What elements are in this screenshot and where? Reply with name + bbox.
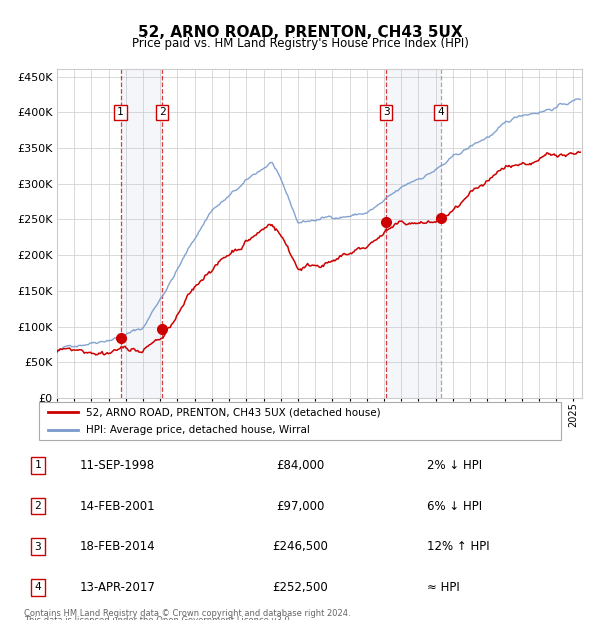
Text: 13-APR-2017: 13-APR-2017 — [79, 581, 155, 594]
Text: 2% ↓ HPI: 2% ↓ HPI — [427, 459, 482, 472]
Text: ≈ HPI: ≈ HPI — [427, 581, 460, 594]
Text: £97,000: £97,000 — [276, 500, 324, 513]
Text: 12% ↑ HPI: 12% ↑ HPI — [427, 540, 490, 553]
Text: HPI: Average price, detached house, Wirral: HPI: Average price, detached house, Wirr… — [86, 425, 310, 435]
Text: 4: 4 — [34, 582, 41, 592]
FancyBboxPatch shape — [39, 402, 561, 440]
Text: 6% ↓ HPI: 6% ↓ HPI — [427, 500, 482, 513]
Text: 14-FEB-2001: 14-FEB-2001 — [79, 500, 155, 513]
Text: 1: 1 — [34, 461, 41, 471]
Text: £246,500: £246,500 — [272, 540, 328, 553]
Bar — [121, 69, 163, 398]
Text: 18-FEB-2014: 18-FEB-2014 — [79, 540, 155, 553]
Text: 3: 3 — [383, 107, 389, 117]
Text: 11-SEP-1998: 11-SEP-1998 — [79, 459, 154, 472]
Text: £84,000: £84,000 — [276, 459, 324, 472]
Text: Price paid vs. HM Land Registry's House Price Index (HPI): Price paid vs. HM Land Registry's House … — [131, 37, 469, 50]
Bar — [386, 69, 440, 398]
Text: 1: 1 — [117, 107, 124, 117]
Text: This data is licensed under the Open Government Licence v3.0.: This data is licensed under the Open Gov… — [24, 616, 292, 620]
Text: 2: 2 — [159, 107, 166, 117]
Text: 3: 3 — [34, 542, 41, 552]
Text: Contains HM Land Registry data © Crown copyright and database right 2024.: Contains HM Land Registry data © Crown c… — [24, 609, 350, 618]
Text: £252,500: £252,500 — [272, 581, 328, 594]
Text: 2: 2 — [34, 501, 41, 511]
Text: 52, ARNO ROAD, PRENTON, CH43 5UX (detached house): 52, ARNO ROAD, PRENTON, CH43 5UX (detach… — [86, 407, 380, 417]
Text: 52, ARNO ROAD, PRENTON, CH43 5UX: 52, ARNO ROAD, PRENTON, CH43 5UX — [137, 25, 463, 40]
Text: 4: 4 — [437, 107, 444, 117]
